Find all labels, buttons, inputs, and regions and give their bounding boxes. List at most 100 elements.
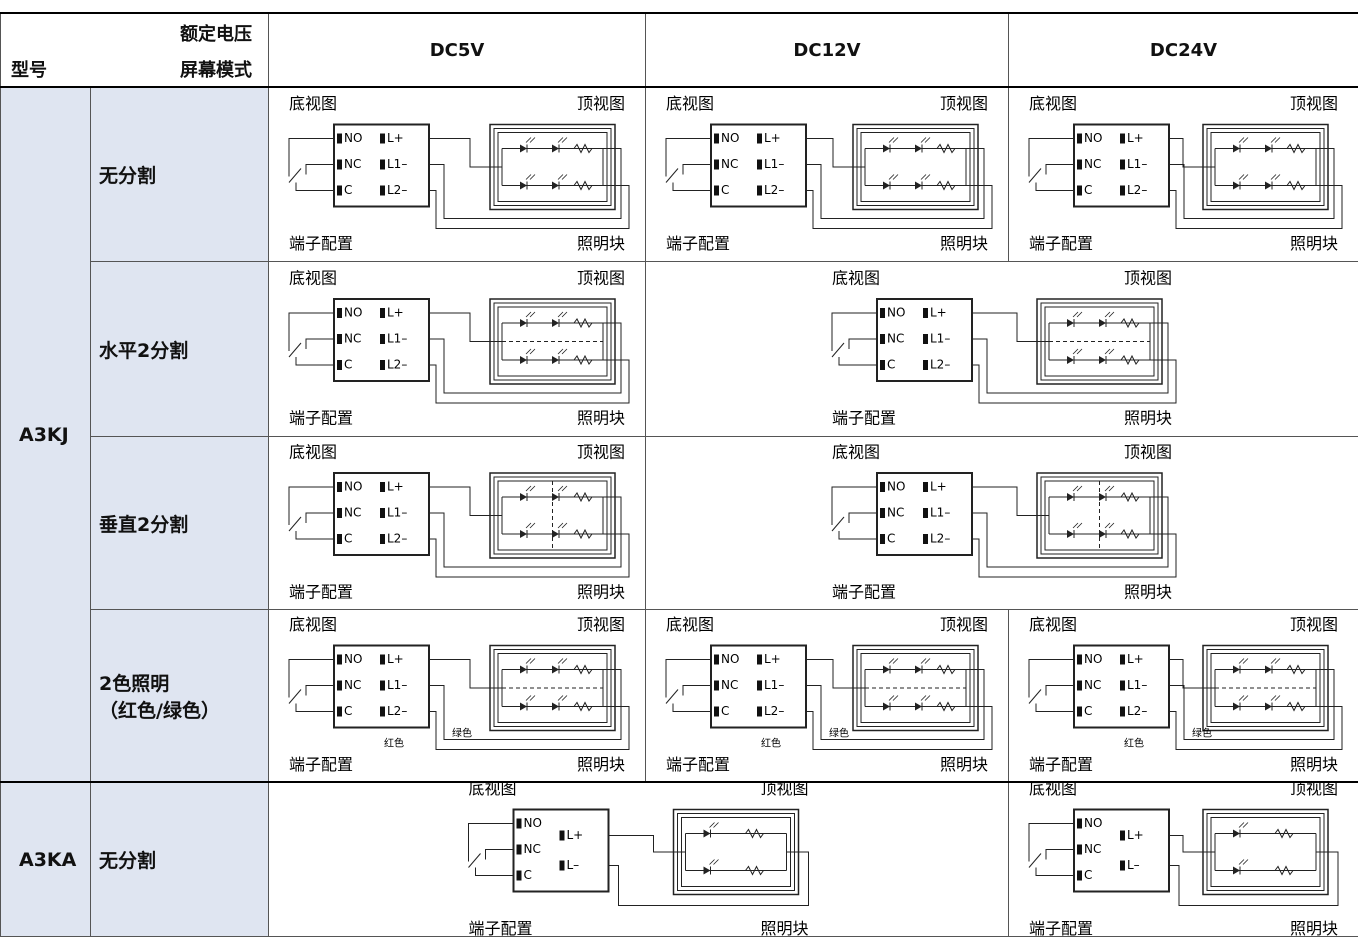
terminal-pin: [757, 134, 762, 144]
terminal-pin: [337, 707, 342, 717]
lighting-block-label: 照明块: [940, 234, 988, 253]
terminal-label: L2–: [930, 358, 950, 372]
wire: [306, 339, 334, 349]
terminal-label: L+: [567, 828, 584, 842]
terminal-label: L1–: [764, 678, 784, 692]
diagram-group: 底视图顶视图端子配置照明块NONCCL+L–: [1029, 783, 1338, 936]
terminal-pin: [1077, 681, 1082, 691]
terminal-label: L+: [1127, 131, 1144, 145]
terminal-pin: [337, 134, 342, 144]
terminal-pin: [923, 308, 928, 318]
wire: [1169, 139, 1215, 168]
wire: [1046, 850, 1074, 860]
wire: [806, 186, 992, 229]
wire: [1029, 690, 1041, 704]
terminal-pin: [923, 508, 928, 518]
lighting-block-label: 照明块: [1290, 234, 1338, 253]
lighting-frame: [494, 129, 611, 206]
led-light: [558, 523, 567, 528]
terminal-layout-label: 端子配置: [1029, 234, 1093, 253]
terminal-label: L2–: [387, 704, 407, 718]
led-light: [921, 175, 930, 180]
terminal-label: NC: [721, 678, 738, 692]
terminal-label: L1–: [1127, 678, 1147, 692]
column-header: DC5V: [269, 13, 646, 87]
wire: [839, 531, 877, 539]
terminal-pin: [1120, 186, 1125, 196]
terminal-pin: [517, 819, 522, 829]
wire: [1046, 165, 1074, 175]
wire: [429, 186, 629, 229]
led-light: [1105, 312, 1114, 317]
wire: [1169, 186, 1342, 229]
terminal-pin: [380, 655, 385, 665]
terminal-pin: [1077, 186, 1082, 196]
led-light: [526, 175, 535, 180]
led-light: [1271, 696, 1280, 701]
terminal-label: L+: [1127, 828, 1144, 842]
terminal-label: L+: [930, 480, 947, 494]
top-view-label: 顶视图: [940, 94, 988, 113]
terminal-label: L+: [930, 306, 947, 320]
led-symbol: [552, 145, 559, 153]
terminal-pin: [880, 508, 885, 518]
mode-cell: 无分割: [91, 782, 269, 937]
terminal-label: NO: [1084, 131, 1102, 145]
led-symbol: [552, 703, 559, 711]
terminal-label: C: [887, 532, 895, 546]
lighting-frame: [1211, 818, 1320, 887]
lighting-block-label: 照明块: [577, 409, 625, 428]
led-light: [1239, 175, 1248, 180]
led-light: [889, 696, 898, 701]
mode-cell: 垂直2分割: [91, 437, 269, 610]
terminal-label: C: [344, 183, 352, 197]
terminal-label: L2–: [1127, 183, 1147, 197]
color-label: 绿色: [829, 727, 849, 740]
wire: [429, 139, 502, 168]
terminal-pin: [1077, 845, 1082, 855]
terminal-pin: [337, 681, 342, 691]
lighting-frame: [1203, 810, 1328, 895]
terminal-pin: [1120, 707, 1125, 717]
terminal-pin: [880, 360, 885, 370]
column-header: DC24V: [1009, 13, 1358, 87]
bottom-view-label: 底视图: [289, 615, 337, 634]
wire: [806, 660, 865, 689]
led-light: [526, 659, 535, 664]
terminal-label: L2–: [387, 183, 407, 197]
terminal-pin: [1120, 861, 1125, 871]
wire: [666, 660, 711, 698]
terminal-label: L1–: [387, 678, 407, 692]
terminal-label: L2–: [930, 532, 950, 546]
wire: [429, 497, 621, 567]
terminal-pin: [560, 831, 565, 841]
wiring-diagram: 底视图顶视图端子配置照明块NONCCL+L1–L2–: [1009, 88, 1358, 261]
terminal-pin: [337, 360, 342, 370]
led-symbol: [704, 867, 711, 875]
terminal-label: NC: [721, 157, 738, 171]
mode-cell: 水平2分割: [91, 262, 269, 437]
terminal-label: L1–: [1127, 157, 1147, 171]
voltage-label: 额定电压: [180, 20, 252, 46]
terminal-pin: [1077, 707, 1082, 717]
terminal-layout-label: 端子配置: [832, 583, 896, 602]
terminal-pin: [880, 308, 885, 318]
terminal-label: L–: [567, 858, 580, 872]
led-light: [1271, 138, 1280, 143]
terminal-pin: [1077, 819, 1082, 829]
lighting-frame: [682, 818, 791, 887]
led-light: [526, 349, 535, 354]
led-symbol: [552, 182, 559, 190]
terminal-pin: [380, 508, 385, 518]
terminal-pin: [714, 681, 719, 691]
led-light: [1105, 486, 1114, 491]
model-cell: A3KA: [1, 782, 91, 937]
led-symbol: [883, 703, 890, 711]
terminal-label: NC: [524, 842, 541, 856]
top-view-label: 顶视图: [577, 269, 625, 288]
led-symbol: [1067, 530, 1074, 538]
